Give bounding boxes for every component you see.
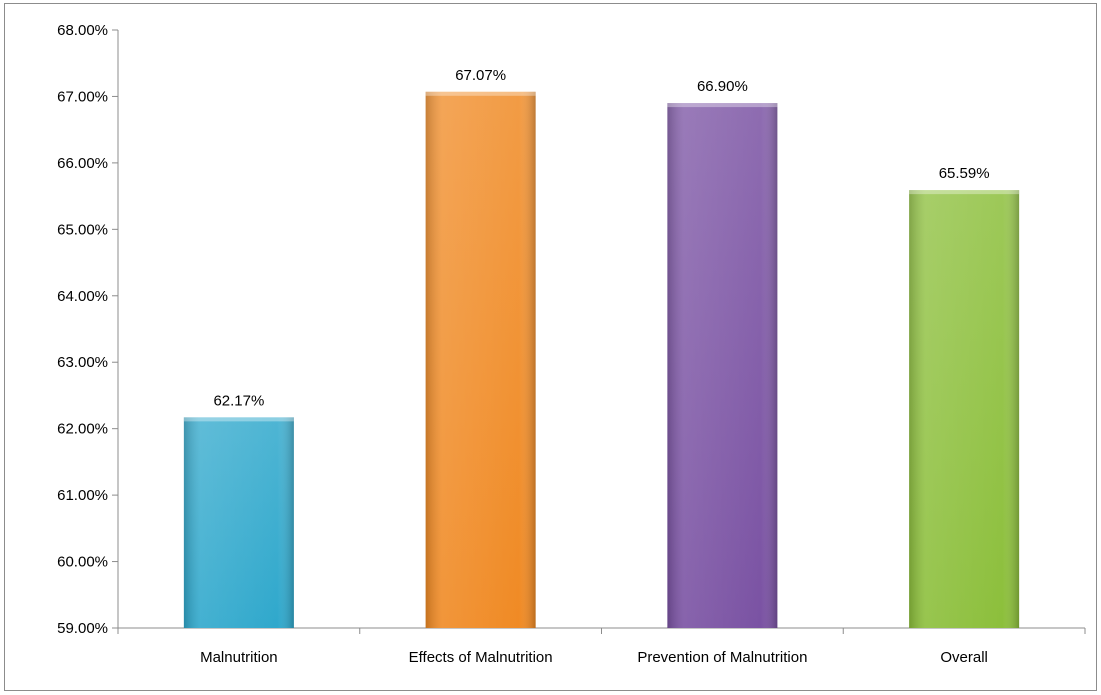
y-tick-label: 59.00% <box>57 620 108 637</box>
bar-shading <box>667 103 778 629</box>
y-tick-label: 64.00% <box>57 288 108 305</box>
x-category-label: Effects of Malnutrition <box>409 649 553 666</box>
y-tick-label: 63.00% <box>57 354 108 371</box>
bar-shading <box>909 190 1020 628</box>
data-label: 66.90% <box>697 78 748 95</box>
x-category-label: Malnutrition <box>200 649 278 666</box>
y-tick-label: 65.00% <box>57 221 108 238</box>
bars <box>183 91 1020 629</box>
data-label: 65.59% <box>939 165 990 182</box>
bar-top-highlight <box>183 417 294 422</box>
labels: 62.17% Malnutrition 67.07% Effects of Malnu… <box>200 67 989 666</box>
y-tick-label: 62.00% <box>57 421 108 438</box>
bar-top-highlight <box>667 103 778 108</box>
y-tick-label: 66.00% <box>57 155 108 172</box>
y-tick-label: 60.00% <box>57 554 108 571</box>
y-tick-label: 68.00% <box>57 22 108 39</box>
x-category-label: Overall <box>940 649 988 666</box>
data-label: 62.17% <box>213 392 264 409</box>
y-tick-label: 67.00% <box>57 88 108 105</box>
data-label: 67.07% <box>455 67 506 84</box>
bar-shading <box>183 417 294 628</box>
bar-top-highlight <box>425 91 536 96</box>
bar-top-highlight <box>909 190 1020 195</box>
x-category-label: Prevention of Malnutrition <box>637 649 807 666</box>
bar-shading <box>425 91 536 628</box>
y-tick-label: 61.00% <box>57 487 108 504</box>
